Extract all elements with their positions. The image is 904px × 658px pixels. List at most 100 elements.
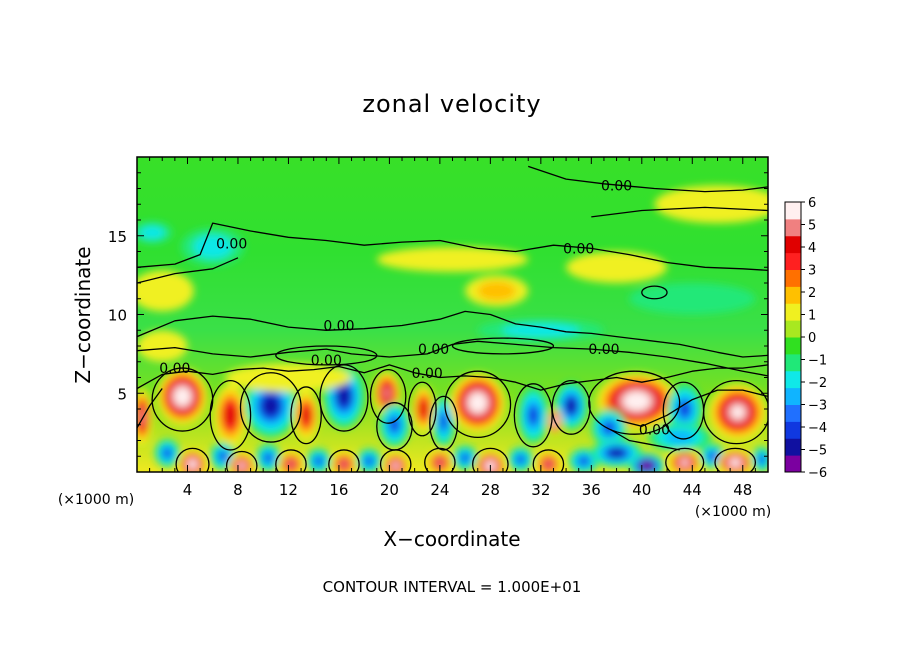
contour-interval-note: CONTOUR INTERVAL = 1.000E+01 (323, 578, 582, 596)
velocity-cell (376, 246, 529, 272)
x-tick-label: 4 (183, 481, 193, 499)
velocity-cell (566, 251, 668, 283)
x-tick-label: 44 (683, 481, 702, 499)
velocity-cell (439, 412, 448, 431)
x-tick-label: 8 (233, 481, 243, 499)
velocity-cell (189, 461, 196, 468)
velocity-cell (364, 456, 374, 466)
velocity-cell (654, 185, 768, 224)
velocity-cell (137, 330, 188, 362)
velocity-cell (389, 417, 400, 433)
velocity-cell (758, 455, 766, 464)
plot-area: 0.000.00 0.000.000.000.000.00 0.000.000.00… (108, 156, 769, 499)
contour-label: 0.00 (216, 237, 247, 253)
x-tick-label: 40 (632, 481, 651, 499)
x-axis-label: X−coordinate (383, 527, 520, 551)
zero-contour (527, 165, 768, 193)
y-axis-label: Z−coordinate (71, 246, 95, 383)
velocity-cell (238, 462, 245, 469)
colorbar-tick-label: −2 (808, 376, 827, 391)
cell-contour (424, 447, 456, 472)
velocity-cell (544, 460, 553, 468)
contour-label: 0.00 (159, 361, 190, 377)
colorbar-swatch (785, 252, 801, 270)
velocity-cell (224, 404, 237, 427)
cell-contour (379, 449, 412, 472)
x-tick-label: 20 (380, 481, 399, 499)
colorbar-tick-label: −1 (808, 354, 827, 369)
colorbar-tick-label: 4 (808, 241, 816, 256)
colorbar-tick-label: −6 (808, 466, 827, 481)
velocity-cell (338, 387, 350, 406)
colorbar-swatch (785, 438, 801, 456)
contour-label: 0.00 (418, 342, 449, 358)
colorbar-swatch (785, 337, 801, 355)
velocity-cell (602, 421, 616, 435)
x-unit-left: (×1000 m) (58, 492, 134, 508)
colorbar-swatch (785, 353, 801, 372)
cell-contour (665, 447, 705, 472)
velocity-cell (137, 270, 194, 312)
velocity-cell (287, 460, 295, 468)
colorbar-swatch (785, 320, 801, 338)
colorbar-tick-label: 1 (808, 309, 816, 324)
colorbar-swatch (785, 455, 801, 473)
zero-contour (137, 310, 768, 358)
cell-contour (225, 450, 258, 472)
chart-title: zonal velocity (362, 90, 541, 118)
cell-contour (328, 449, 360, 472)
x-tick-label: 32 (531, 481, 550, 499)
velocity-cell (382, 386, 391, 400)
contour-label: 0.00 (601, 178, 632, 194)
x-tick-label: 48 (733, 481, 752, 499)
velocity-cell (566, 399, 576, 413)
colorbar-swatch (785, 303, 801, 321)
colorbar-tick-label: 2 (808, 286, 816, 301)
colorbar-swatch (785, 235, 801, 254)
colorbar-swatch (785, 387, 801, 405)
colorbar-tick-label: 0 (808, 331, 816, 346)
x-tick-label: 36 (582, 481, 601, 499)
velocity-cell (731, 459, 739, 466)
cell-contour (451, 337, 555, 355)
velocity-cell (477, 281, 517, 301)
velocity-cell (708, 451, 717, 461)
velocity-cell (578, 456, 590, 466)
contour-label: 0.00 (588, 342, 619, 358)
velocity-field: 0.00 0.00 0.00 0.00 0.00 0.00 0.00 0.00 0.00 0.00 (137, 157, 768, 472)
cell-contour (513, 383, 553, 448)
velocity-cell (392, 462, 399, 469)
velocity-cell (680, 459, 689, 466)
contour-label: 0.00 (311, 353, 342, 369)
zero-contour (591, 206, 768, 218)
cell-contour (429, 395, 459, 451)
velocity-cell (628, 395, 646, 408)
colorbar-tick-label: −3 (808, 399, 827, 414)
velocity-cell (218, 451, 228, 462)
velocity-cell (436, 458, 444, 467)
velocity-cell (471, 396, 484, 410)
x-tick-label: 12 (279, 481, 298, 499)
zero-contour (137, 388, 163, 429)
colorbar-tick-label: 3 (808, 264, 816, 279)
velocity-cell (177, 390, 188, 403)
zero-contour (137, 222, 768, 272)
colorbar-tick-label: 5 (808, 219, 816, 234)
cell-contour (641, 285, 668, 300)
colorbar-tick-label: 6 (808, 196, 816, 211)
cell-contour (714, 447, 757, 472)
cell-contour (662, 381, 705, 440)
cell-contour (239, 372, 302, 443)
velocity-cell (629, 283, 756, 315)
y-tick-label: 10 (108, 307, 127, 325)
velocity-cell (301, 406, 311, 425)
velocity-cell (516, 455, 526, 464)
zero-contour (137, 340, 768, 377)
velocity-cell (263, 396, 279, 415)
zero-contour (137, 257, 239, 284)
zero-contour (609, 428, 680, 451)
cell-contour (290, 386, 322, 445)
y-tick-label: 5 (117, 385, 127, 403)
